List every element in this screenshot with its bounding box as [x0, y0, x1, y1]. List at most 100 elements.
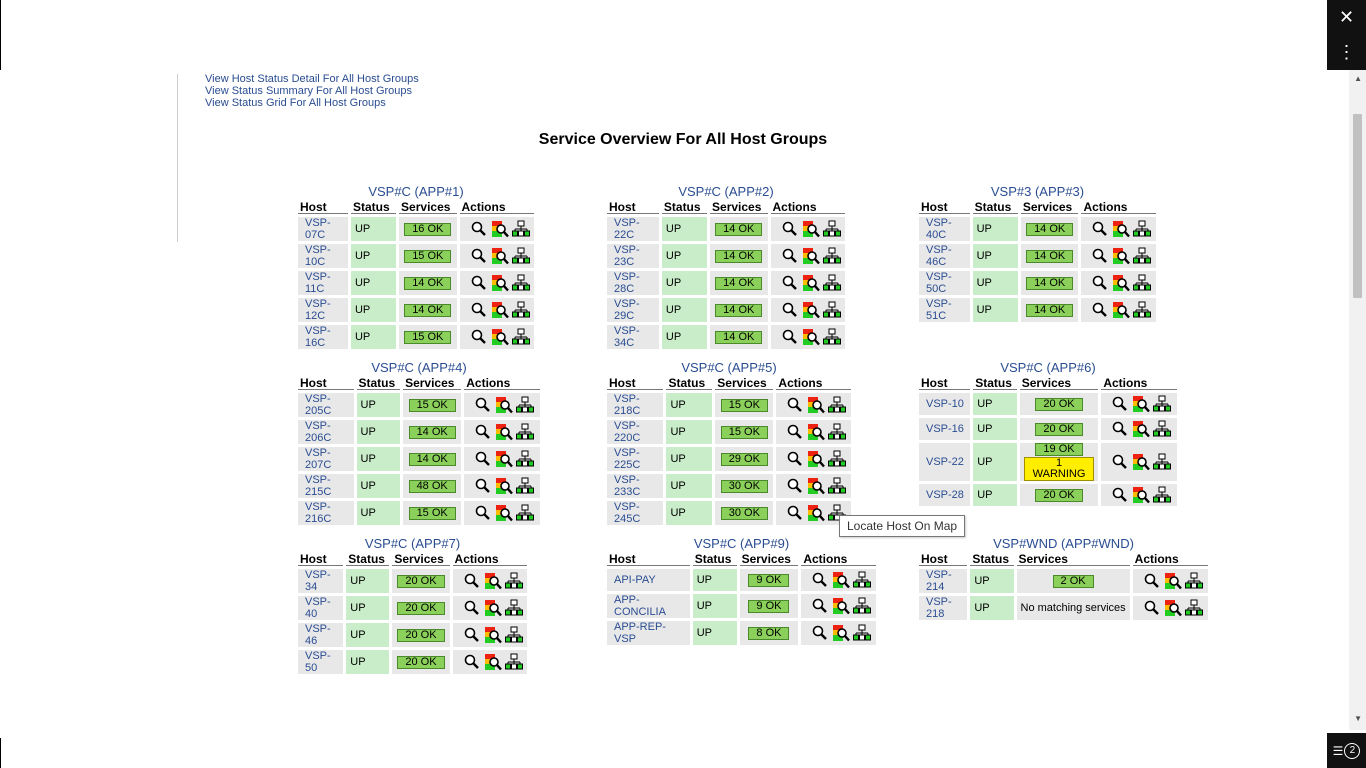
services-ok-badge[interactable]: 14 OK	[715, 276, 763, 290]
service-detail-icon[interactable]	[802, 247, 820, 265]
services-ok-badge[interactable]: 9 OK	[748, 599, 790, 613]
magnifier-icon[interactable]	[463, 653, 481, 671]
services-ok-badge[interactable]: 15 OK	[720, 398, 768, 412]
network-map-icon[interactable]	[511, 247, 530, 265]
service-detail-icon[interactable]	[832, 597, 851, 615]
host-link[interactable]: VSP-23C	[607, 244, 659, 268]
magnifier-icon[interactable]	[474, 450, 492, 468]
services-ok-badge[interactable]: 20 OK	[397, 628, 445, 642]
magnifier-icon[interactable]	[463, 599, 481, 617]
service-detail-icon[interactable]	[802, 274, 820, 292]
services-ok-badge[interactable]: 14 OK	[715, 249, 763, 263]
magnifier-icon[interactable]	[1111, 395, 1129, 413]
magnifier-icon[interactable]	[1143, 599, 1161, 617]
services-ok-badge[interactable]: 48 OK	[408, 479, 456, 493]
host-link[interactable]: VSP-50C	[919, 271, 970, 295]
service-detail-icon[interactable]	[495, 450, 514, 468]
network-map-icon[interactable]	[853, 597, 872, 615]
magnifier-icon[interactable]	[463, 626, 481, 644]
services-ok-badge[interactable]: 20 OK	[397, 601, 445, 615]
network-map-icon[interactable]	[504, 599, 523, 617]
host-link[interactable]: VSP-245C	[607, 501, 664, 525]
service-detail-icon[interactable]	[1164, 572, 1182, 590]
network-map-icon[interactable]	[828, 450, 847, 468]
network-map-icon[interactable]	[1133, 247, 1152, 265]
host-link[interactable]: VSP-11C	[298, 271, 348, 295]
service-detail-icon[interactable]	[807, 477, 826, 495]
services-ok-badge[interactable]: 2 OK	[1052, 574, 1094, 588]
network-map-icon[interactable]	[822, 247, 841, 265]
services-ok-badge[interactable]: 15 OK	[408, 506, 456, 520]
network-map-icon[interactable]	[1153, 420, 1172, 438]
network-map-icon[interactable]	[1133, 274, 1152, 292]
services-ok-badge[interactable]: 29 OK	[720, 452, 768, 466]
close-button[interactable]: ✕	[1327, 0, 1366, 35]
host-link[interactable]: VSP-215C	[298, 474, 354, 498]
services-ok-badge[interactable]: 14 OK	[715, 330, 763, 344]
network-map-icon[interactable]	[1133, 220, 1152, 238]
magnifier-icon[interactable]	[1111, 486, 1129, 504]
notifications-button[interactable]: ☰ 2	[1327, 733, 1366, 768]
host-link[interactable]: APP-REP-VSP	[607, 621, 690, 645]
host-link[interactable]: VSP-214	[919, 569, 968, 593]
link-status-summary[interactable]: View Status Summary For All Host Groups	[205, 85, 413, 97]
group-title[interactable]: VSP#C (APP#1)	[368, 184, 464, 199]
magnifier-icon[interactable]	[786, 477, 804, 495]
host-link[interactable]: VSP-207C	[298, 447, 354, 471]
host-link[interactable]: VSP-46	[298, 623, 344, 647]
network-map-icon[interactable]	[828, 396, 847, 414]
magnifier-icon[interactable]	[786, 396, 804, 414]
host-link[interactable]: VSP-12C	[298, 298, 348, 322]
magnifier-icon[interactable]	[811, 571, 829, 589]
service-detail-icon[interactable]	[807, 423, 826, 441]
magnifier-icon[interactable]	[1091, 274, 1109, 292]
service-detail-icon[interactable]	[491, 301, 509, 319]
host-link[interactable]: VSP-46C	[919, 244, 970, 268]
service-detail-icon[interactable]	[1112, 247, 1131, 265]
magnifier-icon[interactable]	[781, 328, 799, 346]
magnifier-icon[interactable]	[474, 504, 492, 522]
services-ok-badge[interactable]: 15 OK	[720, 425, 768, 439]
services-ok-badge[interactable]: 15 OK	[404, 249, 452, 263]
magnifier-icon[interactable]	[786, 423, 804, 441]
network-map-icon[interactable]	[822, 301, 841, 319]
services-ok-badge[interactable]: 14 OK	[408, 425, 456, 439]
services-ok-badge[interactable]: 20 OK	[397, 655, 445, 669]
network-map-icon[interactable]	[511, 220, 530, 238]
network-map-icon[interactable]	[516, 423, 535, 441]
network-map-icon[interactable]	[516, 396, 535, 414]
host-link[interactable]: VSP-218C	[607, 393, 664, 417]
service-detail-icon[interactable]	[1132, 453, 1151, 471]
host-link[interactable]: VSP-28C	[607, 271, 659, 295]
service-detail-icon[interactable]	[484, 653, 502, 671]
host-link[interactable]: VSP-233C	[607, 474, 664, 498]
host-link[interactable]: VSP-34	[298, 569, 344, 593]
magnifier-icon[interactable]	[470, 247, 488, 265]
service-detail-icon[interactable]	[802, 328, 820, 346]
network-map-icon[interactable]	[516, 504, 535, 522]
services-ok-badge[interactable]: 19 OK	[1035, 443, 1083, 456]
magnifier-icon[interactable]	[1091, 247, 1109, 265]
network-map-icon[interactable]	[1153, 395, 1172, 413]
network-map-icon[interactable]	[504, 653, 523, 671]
group-title[interactable]: VSP#3 (APP#3)	[990, 184, 1085, 199]
magnifier-icon[interactable]	[781, 220, 799, 238]
network-map-icon[interactable]	[1153, 453, 1172, 471]
magnifier-icon[interactable]	[470, 274, 488, 292]
service-detail-icon[interactable]	[802, 220, 820, 238]
host-link[interactable]: VSP-225C	[607, 447, 664, 471]
services-ok-badge[interactable]: 15 OK	[408, 398, 456, 412]
network-map-icon[interactable]	[511, 301, 530, 319]
network-map-icon[interactable]	[504, 626, 523, 644]
services-ok-badge[interactable]: 14 OK	[715, 303, 763, 317]
service-detail-icon[interactable]	[1132, 395, 1151, 413]
services-ok-badge[interactable]: 14 OK	[1026, 249, 1074, 263]
group-title[interactable]: VSP#C (APP#5)	[681, 360, 777, 375]
magnifier-icon[interactable]	[781, 301, 799, 319]
group-title[interactable]: VSP#C (APP#7)	[364, 536, 461, 551]
services-ok-badge[interactable]: 14 OK	[1026, 276, 1074, 290]
network-map-icon[interactable]	[1184, 572, 1203, 590]
services-ok-badge[interactable]: 30 OK	[720, 506, 768, 520]
magnifier-icon[interactable]	[1091, 220, 1109, 238]
host-link[interactable]: VSP-40C	[919, 217, 970, 241]
